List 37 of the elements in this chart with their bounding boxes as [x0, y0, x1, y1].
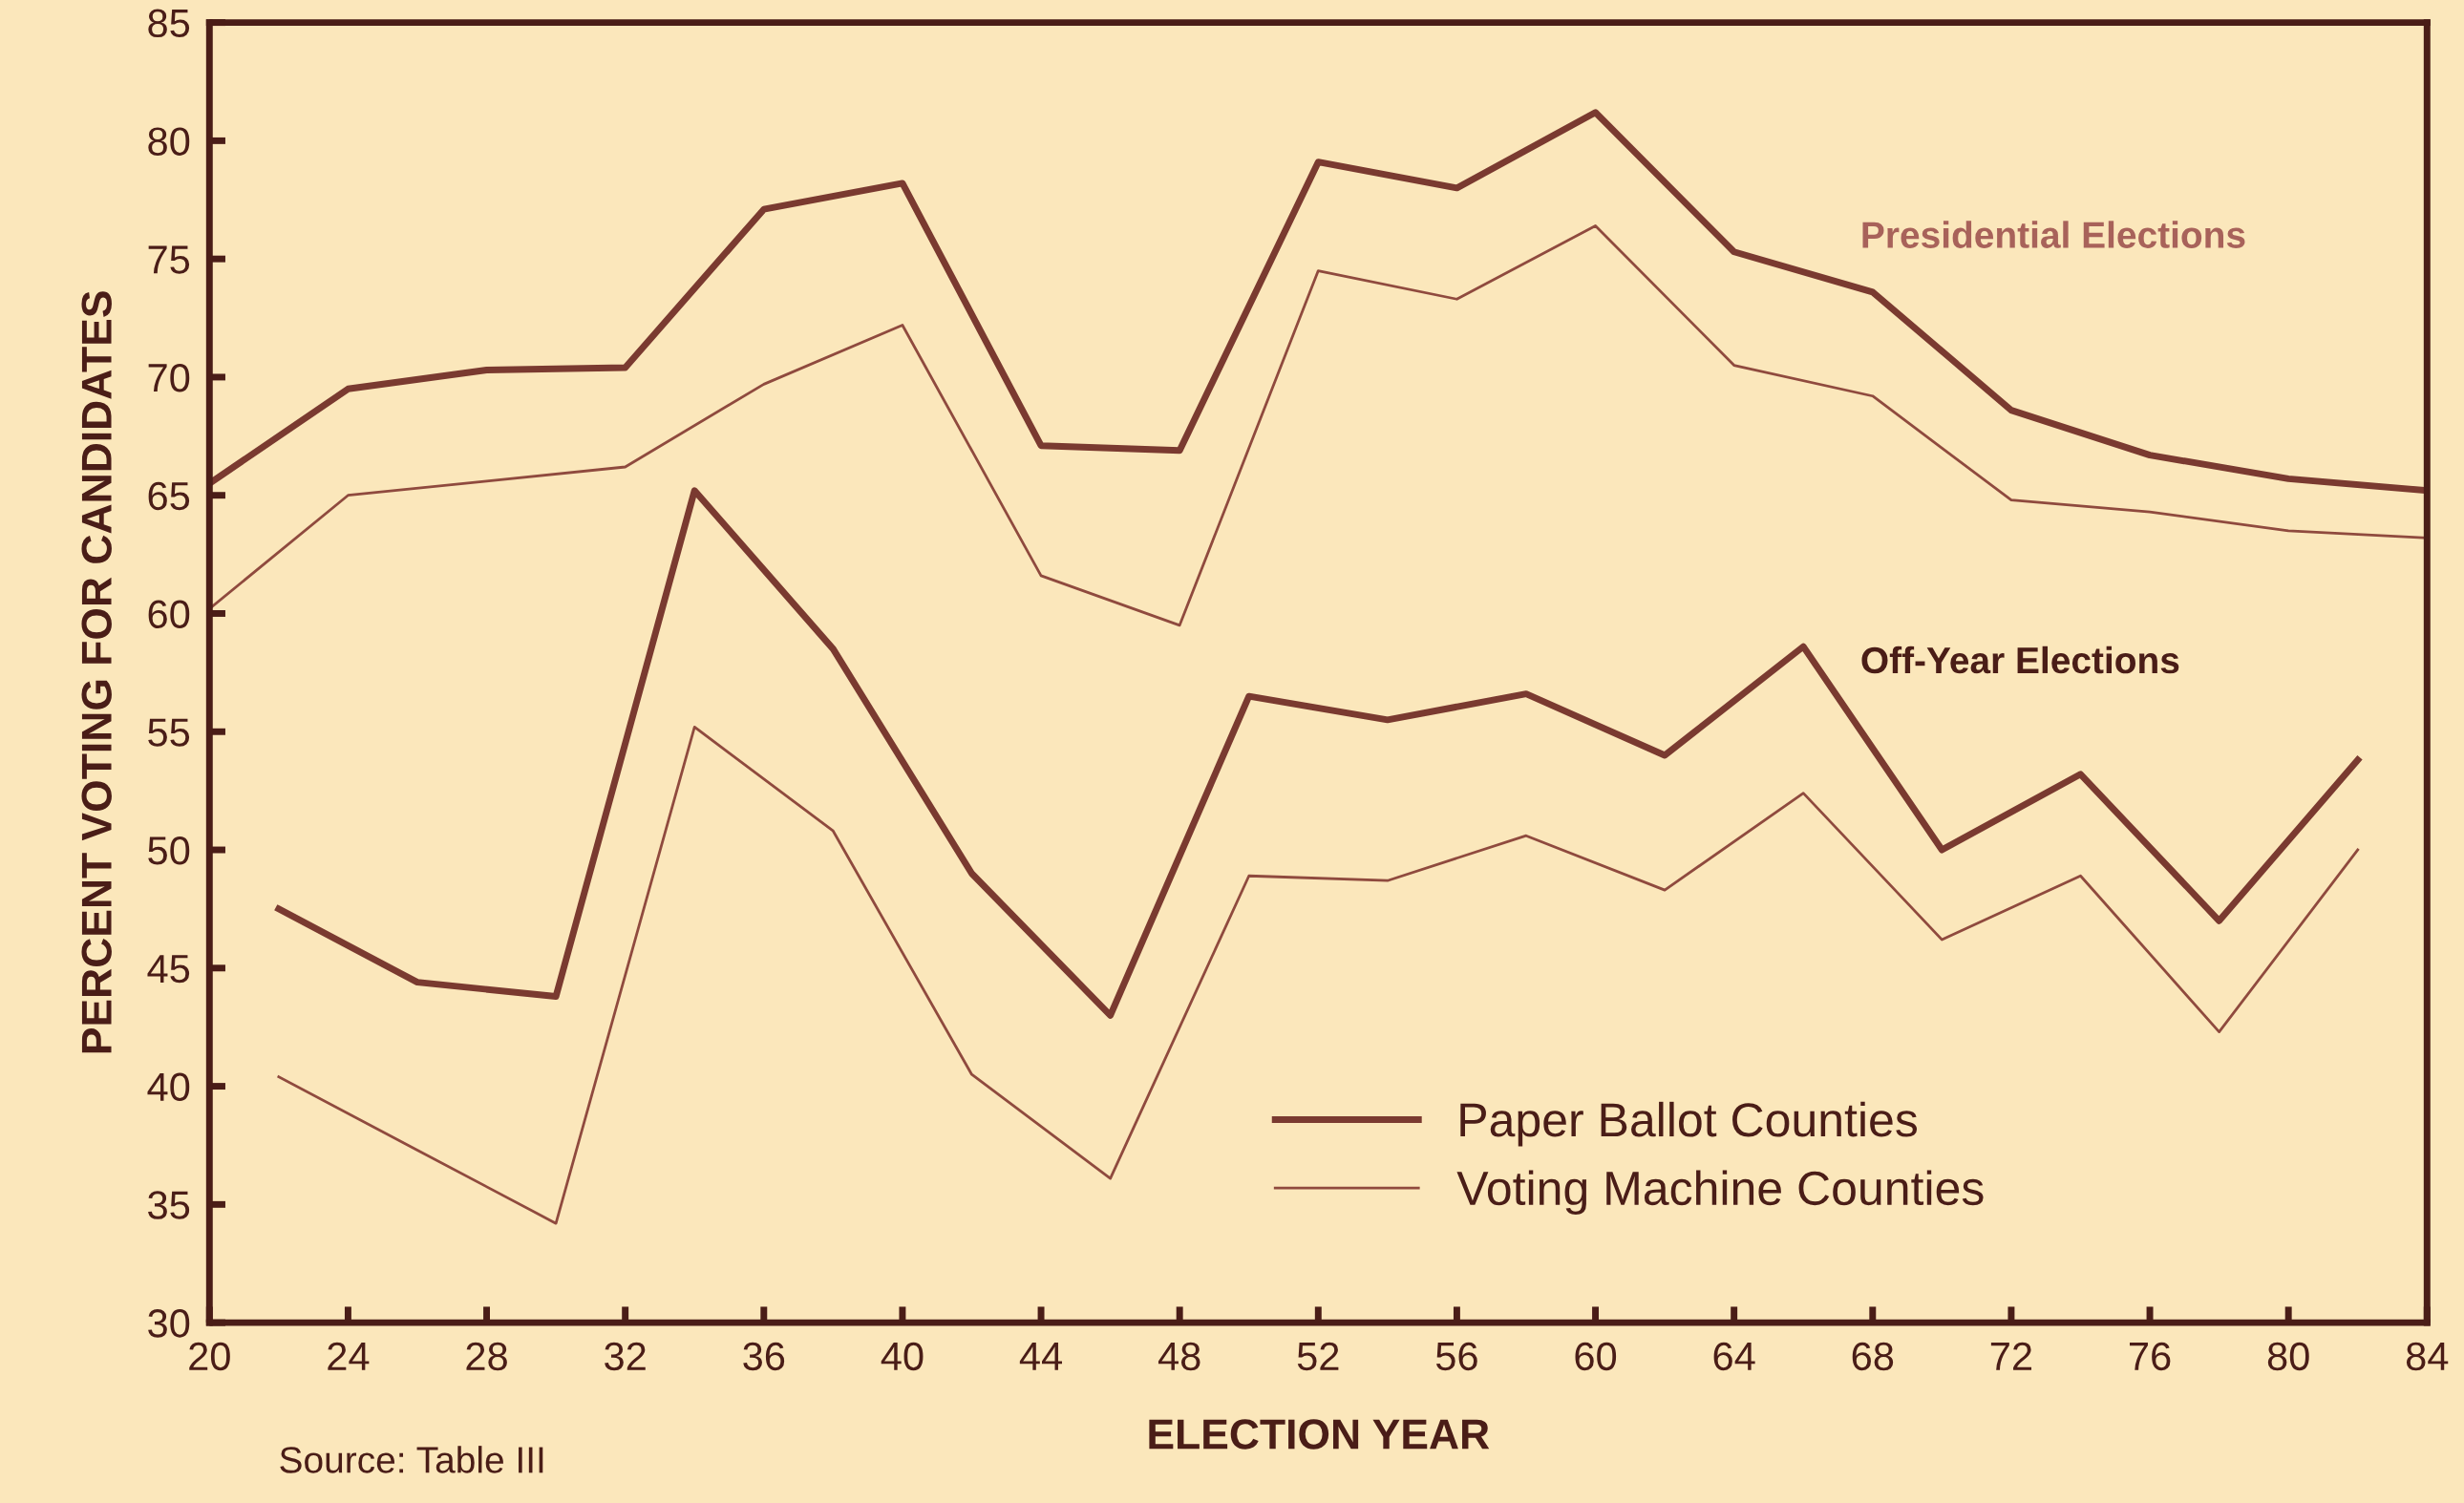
x-axis-title: ELECTION YEAR	[1149, 1419, 1490, 1450]
y-axis-title: PERCENT VOTING FOR CANDIDATES	[81, 291, 112, 1053]
x-tick-label: 28	[466, 1342, 507, 1371]
y-tick-label: 40	[147, 1072, 190, 1102]
x-tick-label: 36	[743, 1342, 785, 1371]
y-tick-label: 60	[148, 600, 190, 628]
y-tick-label: 30	[148, 1309, 190, 1338]
x-tick-label: 84	[2406, 1342, 2449, 1371]
y-tick-label: 55	[148, 718, 190, 747]
y-tick-label: 70	[148, 363, 190, 392]
x-tick-label: 56	[1435, 1342, 1477, 1371]
x-tick-label: 24	[328, 1342, 370, 1370]
x-tick-label: 48	[1158, 1342, 1200, 1371]
x-tick-label: 60	[1575, 1342, 1617, 1371]
x-tick-label: 72	[1990, 1342, 2032, 1370]
y-tick-label: 75	[148, 245, 190, 274]
y-tick-label: 85	[148, 9, 190, 38]
source-note: Source: Table III	[280, 1446, 543, 1473]
line-series	[277, 725, 2360, 1225]
annotation: Off-Year Elections	[1861, 646, 2179, 674]
x-tick-label: 32	[605, 1342, 646, 1371]
annotation: Presidential Elections	[1862, 221, 2245, 248]
x-tick-label: 52	[1297, 1342, 1339, 1371]
legend-label: Paper Ballot Counties	[1460, 1101, 1918, 1147]
y-tick-label: 50	[148, 836, 190, 865]
legend-label: Voting Machine Counties	[1456, 1170, 1984, 1216]
y-tick-label: 35	[148, 1191, 190, 1219]
x-tick-label: 68	[1852, 1342, 1894, 1371]
x-tick-label: 64	[1713, 1342, 1755, 1371]
x-tick-label: 76	[2130, 1342, 2171, 1371]
x-tick-label: 44	[1019, 1343, 1063, 1370]
y-tick-label: 80	[148, 127, 190, 156]
y-tick-label: 65	[148, 481, 190, 511]
x-tick-label: 40	[881, 1342, 924, 1371]
x-tick-label: 80	[2267, 1342, 2309, 1371]
y-tick-label: 45	[147, 955, 190, 984]
x-tick-label: 20	[189, 1342, 230, 1371]
